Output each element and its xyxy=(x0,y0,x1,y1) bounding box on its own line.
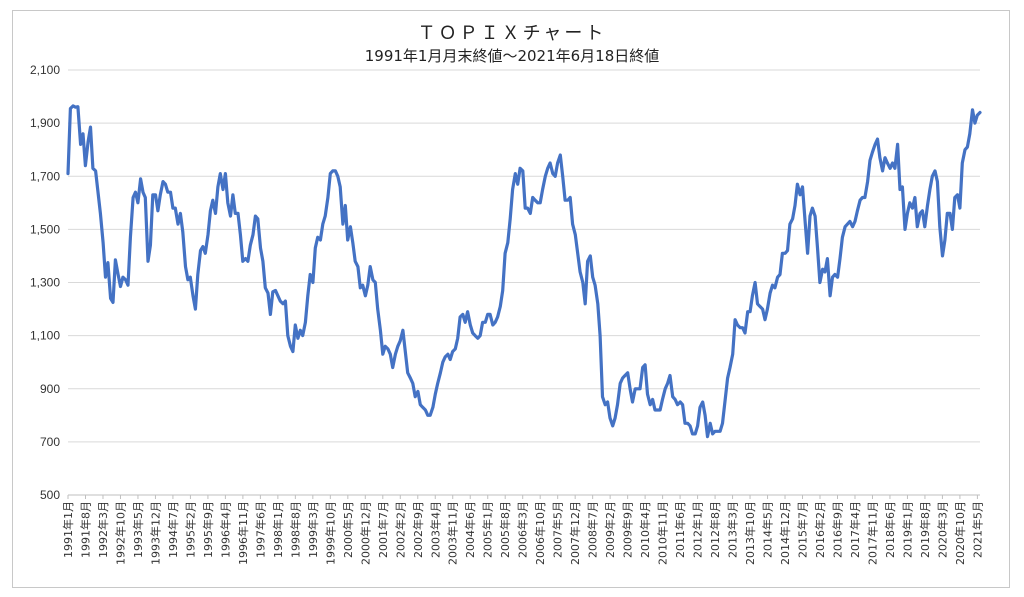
x-tick-label: 1999年3月 xyxy=(306,501,320,558)
x-tick-label: 2017年11月 xyxy=(865,501,879,565)
y-tick-label: 2,100 xyxy=(30,63,60,77)
y-tick-label: 1,500 xyxy=(30,222,60,236)
x-tick-label: 1993年5月 xyxy=(131,501,145,558)
x-tick-label: 2001年7月 xyxy=(376,501,390,558)
x-tick-label: 2017年4月 xyxy=(848,501,862,558)
x-tick-label: 2006年3月 xyxy=(516,501,530,558)
x-tick-label: 2011年6月 xyxy=(673,501,687,558)
y-tick-label: 900 xyxy=(40,382,60,396)
y-axis: 500 700 900 1,100 1,300 1,500 1,700 1,900 2,100 xyxy=(30,63,60,502)
x-tick-label: 2015年7月 xyxy=(796,501,810,558)
chart-frame xyxy=(12,10,1010,588)
x-tick-label: 2002年9月 xyxy=(411,501,425,558)
x-tick-label: 1998年1月 xyxy=(271,501,285,558)
x-tick-label: 2000年5月 xyxy=(341,501,355,558)
x-tick-label: 2004年6月 xyxy=(463,501,477,558)
x-tick-label: 2008年7月 xyxy=(586,501,600,558)
x-tick-label: 1995年2月 xyxy=(183,501,197,558)
x-tick-label: 2021年5月 xyxy=(970,501,984,558)
y-tick-label: 1,100 xyxy=(30,329,60,343)
x-tick-label: 2016年2月 xyxy=(813,501,827,558)
x-tick-label: 2020年3月 xyxy=(935,501,949,558)
x-tick-label: 1996年4月 xyxy=(218,501,232,558)
x-tick-label: 1995年9月 xyxy=(201,501,215,558)
chart-title: ＴＯＰＩＸチャート xyxy=(418,23,607,44)
x-tick-label: 2002年2月 xyxy=(393,501,407,558)
x-tick-label: 2010年4月 xyxy=(638,501,652,558)
x-tick-label: 2003年11月 xyxy=(446,501,460,565)
x-tick-label: 2003年4月 xyxy=(428,501,442,558)
x-tick-label: 2005年1月 xyxy=(481,501,495,558)
x-tick-label: 1997年6月 xyxy=(253,501,267,558)
x-tick-label: 2007年12月 xyxy=(568,501,582,565)
x-axis: 1991年1月 1991年8月 1992年3月 1992年10月 1993年5月 1993… xyxy=(61,494,984,565)
x-tick-label: 2019年8月 xyxy=(918,501,932,558)
x-tick-label: 2000年12月 xyxy=(358,501,372,565)
y-tick-label: 1,900 xyxy=(30,116,60,130)
x-tick-label: 1991年8月 xyxy=(78,501,92,558)
x-tick-label: 1994年7月 xyxy=(166,501,180,558)
plot-area xyxy=(66,104,982,439)
chart-subtitle: 1991年1月月末終値～2021年6月18日終値 xyxy=(365,47,660,65)
y-tick-label: 1,700 xyxy=(30,169,60,183)
x-tick-label: 2014年5月 xyxy=(761,501,775,558)
x-tick-label: 1991年1月 xyxy=(61,501,75,558)
x-tick-label: 2012年1月 xyxy=(691,501,705,558)
x-tick-label: 1996年11月 xyxy=(236,501,250,565)
gridlines xyxy=(68,69,980,496)
x-tick-label: 2009年2月 xyxy=(603,501,617,558)
y-tick-label: 700 xyxy=(40,435,60,449)
x-tick-label: 2012年8月 xyxy=(708,501,722,558)
x-tick-label: 2014年12月 xyxy=(778,501,792,565)
series-line xyxy=(66,104,982,439)
x-tick-label: 2009年9月 xyxy=(621,501,635,558)
x-tick-label: 1993年12月 xyxy=(148,501,162,565)
x-tick-label: 2005年8月 xyxy=(498,501,512,558)
x-tick-label: 2018年6月 xyxy=(883,501,897,558)
x-tick-label: 1992年10月 xyxy=(113,501,127,565)
y-tick-label: 1,300 xyxy=(30,276,60,290)
x-tick-label: 1999年10月 xyxy=(323,501,337,565)
x-tick-label: 2016年9月 xyxy=(830,501,844,558)
x-tick-label: 2020年10月 xyxy=(953,501,967,565)
x-tick-label: 2010年11月 xyxy=(656,501,670,565)
x-tick-label: 2019年1月 xyxy=(900,501,914,558)
y-tick-label: 500 xyxy=(40,488,60,502)
x-tick-label: 2013年10月 xyxy=(743,501,757,565)
x-tick-label: 2006年10月 xyxy=(533,501,547,565)
x-tick-label: 1998年8月 xyxy=(288,501,302,558)
x-tick-label: 2007年5月 xyxy=(551,501,565,558)
x-tick-label: 2013年3月 xyxy=(726,501,740,558)
x-tick-label: 1992年3月 xyxy=(96,501,110,558)
